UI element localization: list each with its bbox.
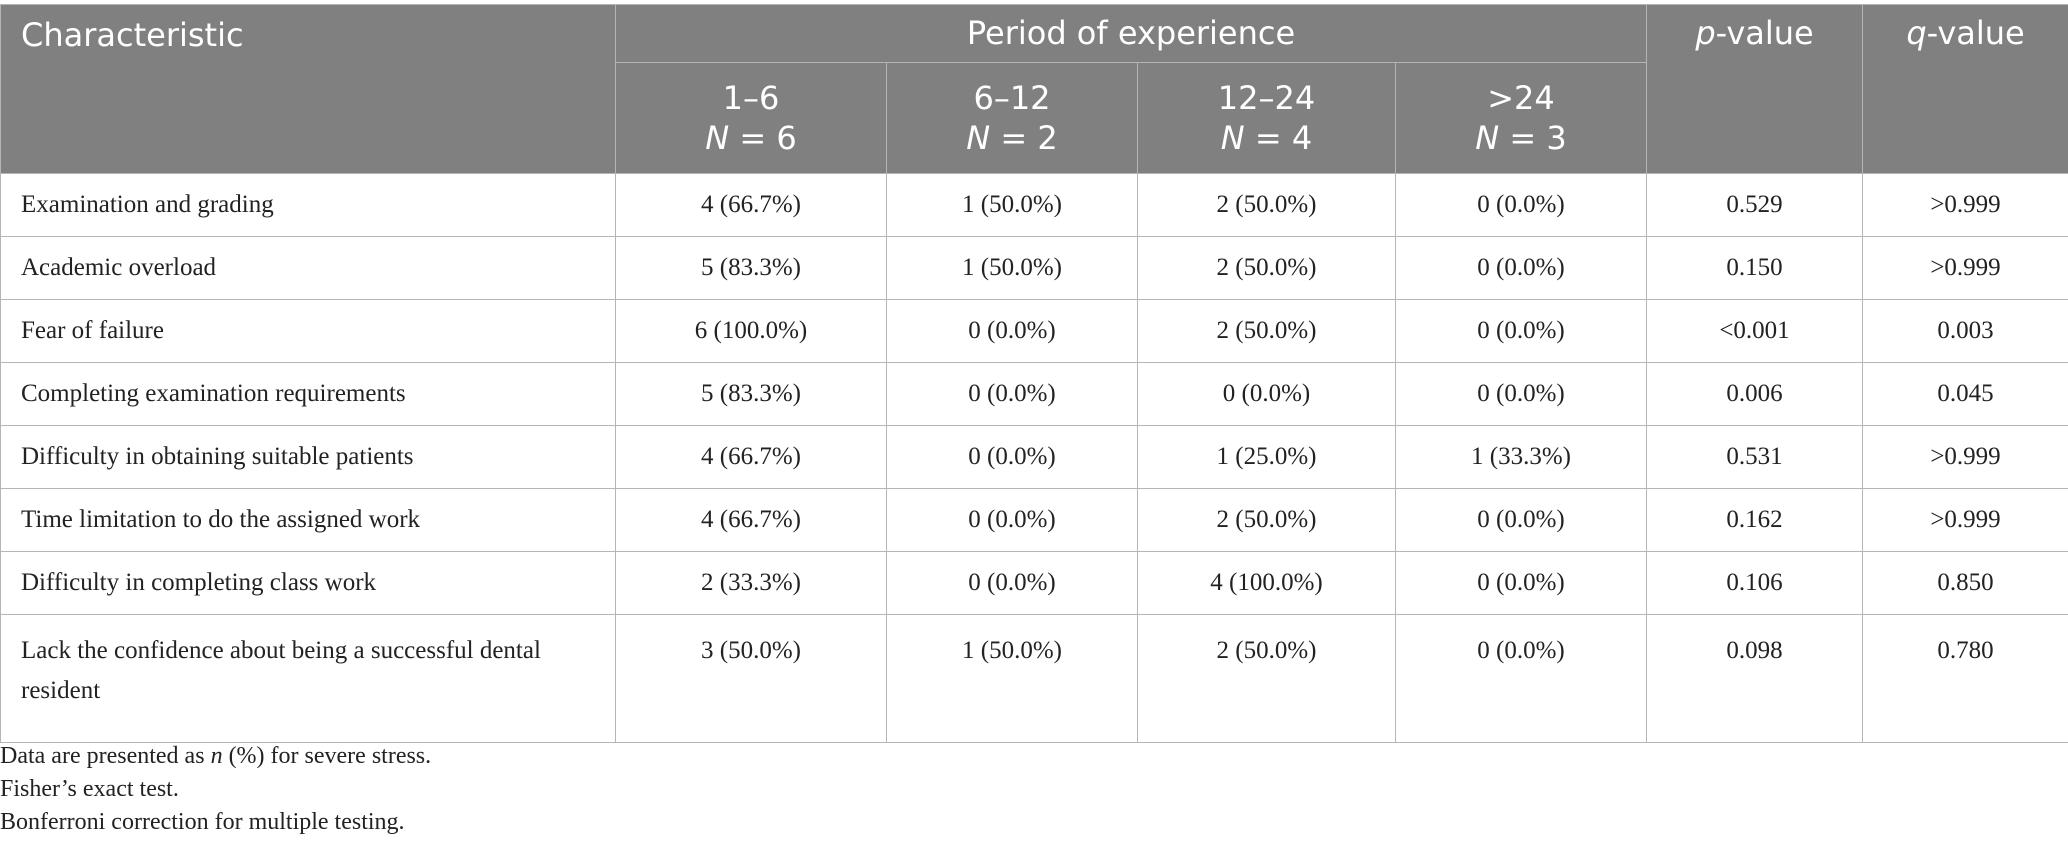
count-cell: 2 (33.3%) [615, 551, 887, 615]
table-row: Lack the confidence about being a succes… [0, 614, 2068, 743]
count-cell: 0 (0.0%) [886, 425, 1138, 489]
period-range: 6–12 [973, 79, 1051, 117]
count-cell: 0 (0.0%) [886, 299, 1138, 363]
footnote-data-presentation: Data are presented as n (%) for severe s… [0, 743, 432, 769]
p-value-cell: <0.001 [1646, 299, 1864, 363]
count-cell: 0 (0.0%) [886, 551, 1138, 615]
count-cell: 4 (66.7%) [615, 425, 887, 489]
q-value-cell: 0.850 [1862, 551, 2068, 615]
count-cell: 6 (100.0%) [615, 299, 887, 363]
count-cell: 4 (66.7%) [615, 488, 887, 552]
period-n: N = 3 [1475, 119, 1567, 157]
count-cell: 2 (50.0%) [1137, 173, 1396, 237]
q-value-cell: 0.003 [1862, 299, 2068, 363]
header-p-value: p-value [1646, 4, 1864, 174]
count-cell: 1 (50.0%) [886, 173, 1138, 237]
q-value-cell: 0.045 [1862, 362, 2068, 426]
count-cell: 1 (50.0%) [886, 614, 1138, 743]
q-value-cell: >0.999 [1862, 488, 2068, 552]
row-label: Fear of failure [0, 299, 616, 363]
table-row: Difficulty in obtaining suitable patient… [0, 425, 2068, 489]
row-label: Time limitation to do the assigned work [0, 488, 616, 552]
count-cell: 1 (50.0%) [886, 236, 1138, 300]
p-value-cell: 0.106 [1646, 551, 1864, 615]
count-cell: 2 (50.0%) [1137, 614, 1396, 743]
table-footnotes: Data are presented as n (%) for severe s… [0, 740, 431, 839]
table-row: Academic overload 5 (83.3%) 1 (50.0%) 2 (50… [0, 236, 2068, 300]
footnote-bonferroni: Bonferroni correction for multiple testi… [0, 809, 405, 835]
q-value-cell: >0.999 [1862, 425, 2068, 489]
p-value-cell: 0.098 [1646, 614, 1864, 743]
count-cell: 5 (83.3%) [615, 362, 887, 426]
count-cell: 5 (83.3%) [615, 236, 887, 300]
count-cell: 4 (66.7%) [615, 173, 887, 237]
p-value-cell: 0.006 [1646, 362, 1864, 426]
row-label: Difficulty in obtaining suitable patient… [0, 425, 616, 489]
count-cell: 0 (0.0%) [1394, 362, 1648, 426]
table-row: Difficulty in completing class work 2 (33… [0, 551, 2068, 615]
p-value-cell: 0.150 [1646, 236, 1864, 300]
row-label: Lack the confidence about being a succes… [0, 614, 616, 743]
header-period-2: 12–24 N = 4 [1137, 62, 1396, 174]
q-value-cell: 0.780 [1862, 614, 2068, 743]
footnote-fisher: Fisher’s exact test. [0, 776, 179, 802]
table-row: Completing examination requirements 5 (83… [0, 362, 2068, 426]
p-value-cell: 0.529 [1646, 173, 1864, 237]
row-label: Academic overload [0, 236, 616, 300]
period-range: >24 [1487, 79, 1555, 117]
count-cell: 0 (0.0%) [886, 488, 1138, 552]
period-n: N = 4 [1220, 119, 1313, 157]
count-cell: 0 (0.0%) [1394, 236, 1648, 300]
header-characteristic: Characteristic [0, 4, 616, 174]
table-row: Fear of failure 6 (100.0%) 0 (0.0%) 2 (50.0… [0, 299, 2068, 363]
count-cell: 4 (100.0%) [1137, 551, 1396, 615]
count-cell: 3 (50.0%) [615, 614, 887, 743]
period-range: 12–24 [1217, 79, 1316, 117]
count-cell: 0 (0.0%) [1394, 614, 1648, 743]
q-value-cell: >0.999 [1862, 173, 2068, 237]
header-period-0: 1–6 N = 6 [615, 62, 887, 174]
count-cell: 2 (50.0%) [1137, 488, 1396, 552]
count-cell: 0 (0.0%) [1394, 173, 1648, 237]
table-row: Time limitation to do the assigned work 4… [0, 488, 2068, 552]
header-period-3: >24 N = 3 [1394, 62, 1648, 174]
p-value-cell: 0.531 [1646, 425, 1864, 489]
header-q-value: q-value [1862, 4, 2068, 174]
period-n: N = 6 [705, 119, 797, 157]
count-cell: 1 (33.3%) [1394, 425, 1648, 489]
row-label: Examination and grading [0, 173, 616, 237]
q-value-cell: >0.999 [1862, 236, 2068, 300]
count-cell: 0 (0.0%) [886, 362, 1138, 426]
header-period-1: 6–12 N = 2 [886, 62, 1138, 174]
count-cell: 0 (0.0%) [1394, 488, 1648, 552]
header-period-of-experience: Period of experience [614, 4, 1648, 63]
row-label: Completing examination requirements [0, 362, 616, 426]
count-cell: 2 (50.0%) [1137, 299, 1396, 363]
count-cell: 0 (0.0%) [1394, 551, 1648, 615]
row-label: Difficulty in completing class work [0, 551, 616, 615]
period-range: 1–6 [722, 79, 780, 117]
results-table: Characteristic Period of experience p-va… [0, 4, 2068, 743]
period-n: N = 2 [966, 119, 1058, 157]
count-cell: 0 (0.0%) [1137, 362, 1396, 426]
count-cell: 2 (50.0%) [1137, 236, 1396, 300]
count-cell: 0 (0.0%) [1394, 299, 1648, 363]
table-row: Examination and grading 4 (66.7%) 1 (50.0%… [0, 173, 2068, 237]
p-value-cell: 0.162 [1646, 488, 1864, 552]
count-cell: 1 (25.0%) [1137, 425, 1396, 489]
